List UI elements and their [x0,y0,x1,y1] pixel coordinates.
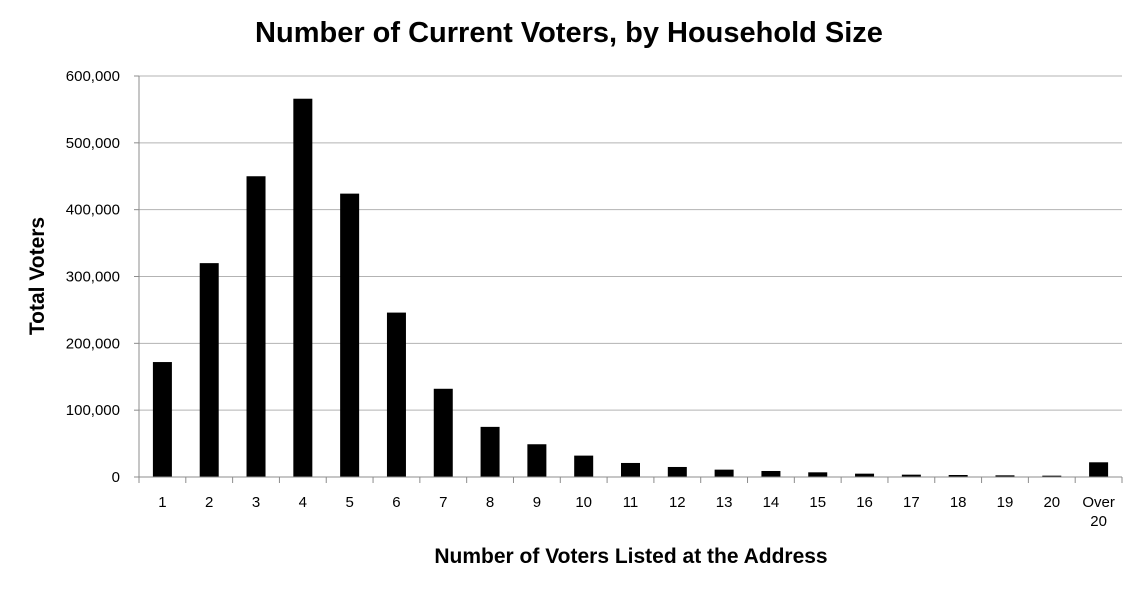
x-tick-label: 16 [856,494,873,511]
bar [995,475,1015,477]
x-axis-title: Number of Voters Listed at the Address [434,545,827,568]
x-tick-labels: 1 2 3 4 5 6 7 8 9 10 11 12 13 14 15 16 17 18 19 20 Over 20 [158,494,1115,530]
bar [855,473,875,477]
bar [152,362,172,477]
bar [527,444,547,477]
y-tick-labels: 0 100,000 200,000 300,000 400,000 500,000 600,… [66,68,120,486]
bar [1042,475,1062,477]
chart-title: Number of Current Voters, by Household S… [255,17,883,49]
x-tick-label: 12 [669,494,686,511]
x-tick-label: 18 [950,494,967,511]
x-tick-label: 11 [623,494,639,511]
x-tick-label: 13 [716,494,733,511]
x-tick-label: 5 [345,494,353,511]
x-tick-label: 10 [575,494,592,511]
bar [199,263,219,477]
x-tick-label: 9 [533,494,541,511]
bar [761,470,781,477]
x-tick-label: 7 [439,494,447,511]
bar [433,388,453,477]
bar [621,462,640,477]
y-tick-label: 200,000 [66,335,120,352]
bar [667,466,687,477]
x-tick-label: 6 [392,494,400,511]
gridlines [134,75,1122,478]
bar [480,426,500,477]
bar [386,312,406,477]
bar [340,193,360,478]
x-tick-label: 4 [299,494,307,511]
bar [714,469,734,477]
x-tick-label: 8 [486,494,494,511]
y-tick-label: 400,000 [66,202,120,219]
bar [901,474,921,477]
x-tick-label: 2 [205,494,213,511]
bar [293,98,313,478]
y-tick-label: 100,000 [66,402,120,419]
x-tick-label: 20 [1043,494,1060,511]
bar [948,474,968,477]
x-tick-label: 19 [997,494,1014,511]
axes [138,76,1123,483]
y-axis-title: Total Voters [26,217,49,335]
bar [246,176,266,477]
y-tick-label: 500,000 [66,135,120,152]
bar [1089,462,1109,477]
bar [574,455,594,477]
x-tick-label: 15 [809,494,826,511]
x-tick-label: 14 [763,494,780,511]
bars [152,98,1109,478]
x-tick-label: 3 [252,494,260,511]
x-tick-label: 17 [903,494,920,511]
y-tick-label: 300,000 [66,269,120,286]
y-tick-label: 600,000 [66,68,120,85]
bar [808,472,828,477]
y-tick-label: 0 [112,469,120,486]
x-tick-label: 1 [158,494,166,511]
x-tick-label: Over 20 [1082,494,1115,530]
